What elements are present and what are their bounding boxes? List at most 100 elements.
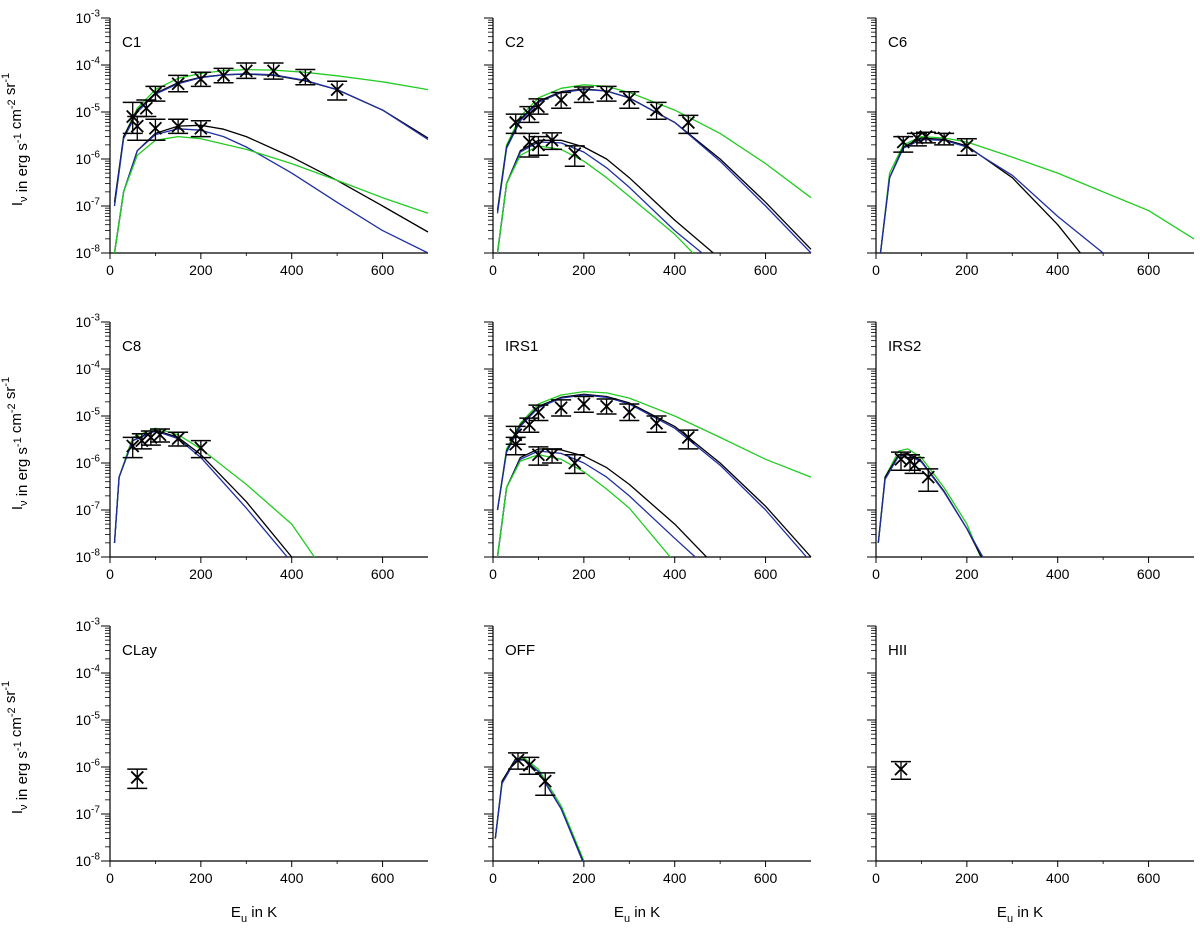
y-axis-title: Iν in erg s-1 cm-2 sr-1 [0,681,31,814]
data-point [295,68,316,86]
data-point [890,760,911,780]
x-marker [919,129,933,144]
data-point [619,403,640,422]
x-tick-label: 400 [280,262,304,278]
x-tick-label: 200 [572,262,596,278]
y-tick-label: 10-3 [75,617,100,634]
x-marker [937,131,951,145]
y-axis-labels: Iν in erg s-1 cm-2 sr-1 Iν in erg s-1 cm-… [0,73,31,814]
data-point [263,62,284,80]
x-marker [577,87,591,101]
x-marker [910,131,924,145]
data-point [573,395,594,414]
data-points [507,752,556,797]
data-point [915,129,936,144]
x-marker [907,458,922,472]
x-marker [681,115,695,130]
data-point [551,399,572,417]
panel-hii: 0 200 400 600 HII [867,625,1194,886]
data-point [190,120,211,138]
x-tick-label: 600 [754,870,778,886]
series-line-blue [113,430,288,557]
y-tick-label: 10-6 [75,150,100,167]
x-tick-label: 600 [371,262,395,278]
panel-title: IRS1 [505,338,538,355]
data-point [619,90,640,110]
x-tick-label: 600 [1137,870,1161,886]
x-tick-label: 200 [189,262,213,278]
x-marker [239,64,253,78]
x-marker [509,437,523,451]
data-points [890,760,911,780]
y-tick-label: 10-4 [75,56,100,73]
x-marker [554,93,568,107]
x-tick-label: 0 [106,262,114,278]
x-marker [894,762,908,776]
panel-title: OFF [505,642,535,659]
data-point [127,115,148,142]
x-marker [622,92,636,106]
x-tick-label: 0 [489,566,497,582]
panel-c6: 0 200 400 600 C6 [867,17,1195,278]
data-point [551,91,572,110]
x-tick-label: 600 [1137,566,1161,582]
data-points [505,395,699,475]
x-tick-label: 0 [106,870,114,886]
series-line-blue [879,138,1104,253]
data-point [956,137,977,157]
series-line-green [113,135,429,253]
x-marker [171,77,185,91]
panel-title: CLay [122,642,158,659]
x-tick-label: 400 [280,870,304,886]
data-points [127,768,148,790]
data-point [573,86,594,104]
x-tick-label: 200 [955,870,979,886]
x-marker [148,121,163,135]
x-tick-label: 0 [106,566,114,582]
x-tick-label: 0 [872,262,880,278]
y-tick-label: 10-3 [75,313,100,330]
x-marker [330,82,344,97]
panel-irs2: 0 200 400 600 IRS2 [867,321,1194,582]
data-point [327,80,348,101]
panel-title: C2 [505,34,524,51]
x-tick-label: 0 [489,870,497,886]
data-point [122,436,143,459]
data-point [149,428,170,443]
y-tick-label: 10-7 [75,805,100,822]
data-point [535,772,556,797]
panel-clay: 10-8 10-7 10-6 10-5 10-4 10-3 0 200 400 600 CLay [75,617,428,886]
series-line-black [113,124,429,253]
data-point [542,132,563,151]
x-marker [194,441,208,455]
x-axis-title: Eu in K [231,904,277,925]
x-tick-label: 400 [1046,870,1070,886]
series-lines [496,84,812,253]
x-tick-label: 600 [371,870,395,886]
y-axis-title: Iν in erg s-1 cm-2 sr-1 [0,73,31,206]
panel-grid: 10-8 10-7 10-6 10-5 10-4 10-3 0 200 400 600 C1 0 200… [75,9,1195,886]
x-tick-label: 200 [955,566,979,582]
panel-title: IRS2 [888,338,921,355]
x-marker [153,428,167,442]
data-point [678,429,699,450]
x-tick-label: 400 [1046,566,1070,582]
x-tick-label: 400 [1046,262,1070,278]
x-marker [554,401,568,415]
y-tick-label: 10-5 [75,711,100,728]
x-tick-label: 600 [754,566,778,582]
data-point [127,768,148,790]
data-points [890,451,939,493]
x-axis-labels: Eu in K Eu in K Eu in K [231,904,1043,925]
x-marker [545,133,559,147]
y-tick-label: 10-7 [75,501,100,518]
series-line-black [113,73,429,203]
data-point [145,85,166,102]
y-tick-label: 10-4 [75,664,100,681]
y-tick-label: 10-6 [75,454,100,471]
x-tick-label: 0 [872,870,880,886]
x-marker [896,135,910,149]
data-point [505,113,526,135]
x-marker [171,431,185,446]
